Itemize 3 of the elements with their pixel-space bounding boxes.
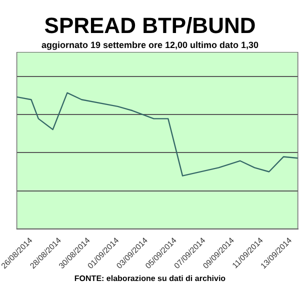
chart-title: SPREAD BTP/BUND <box>43 12 257 38</box>
source-note: FONTE: elaborazione su dati di archivio <box>73 274 227 284</box>
chart-subtitle: aggiornato 19 settembre ore 12,00 ultimo dato 1,30 <box>40 39 260 52</box>
